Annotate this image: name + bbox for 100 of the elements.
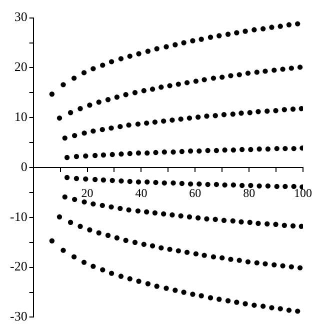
point <box>127 276 132 282</box>
point <box>280 66 286 72</box>
point <box>135 208 141 214</box>
point <box>60 248 66 253</box>
point <box>153 150 158 156</box>
point <box>150 86 156 92</box>
point <box>297 265 303 270</box>
point <box>262 261 268 266</box>
point <box>126 207 132 213</box>
point <box>181 40 186 46</box>
point <box>188 181 194 187</box>
point <box>78 224 83 229</box>
point <box>144 179 150 185</box>
point <box>256 220 261 226</box>
point <box>278 24 283 29</box>
point <box>222 147 228 153</box>
point <box>230 147 236 153</box>
x-tick-label: 60 <box>189 186 202 200</box>
point <box>82 130 87 136</box>
point <box>210 254 216 260</box>
point <box>238 110 244 116</box>
point <box>92 152 98 158</box>
point <box>214 182 220 188</box>
point <box>160 211 166 217</box>
point <box>158 245 164 250</box>
point <box>221 112 227 118</box>
point <box>198 293 204 298</box>
point <box>118 274 124 279</box>
point <box>286 308 292 313</box>
point <box>135 121 141 127</box>
point <box>204 114 210 119</box>
point <box>127 54 132 59</box>
point <box>78 106 83 112</box>
point <box>114 235 120 240</box>
point <box>298 106 303 112</box>
point <box>90 201 96 207</box>
point <box>184 80 190 86</box>
point <box>188 148 194 154</box>
point <box>127 150 132 156</box>
point <box>144 120 150 126</box>
point <box>236 72 242 78</box>
x-tick-label: 80 <box>243 186 256 200</box>
point <box>179 148 185 154</box>
point <box>295 308 300 314</box>
point <box>158 84 164 90</box>
point <box>239 182 245 188</box>
point <box>83 153 88 159</box>
point <box>167 246 172 252</box>
point <box>127 178 132 184</box>
point <box>220 74 225 80</box>
point <box>254 260 260 266</box>
point <box>108 59 114 64</box>
point <box>196 215 201 220</box>
point <box>68 110 74 116</box>
point <box>288 66 294 71</box>
point <box>96 100 102 105</box>
point <box>167 83 172 88</box>
point <box>286 22 292 28</box>
point <box>298 224 303 229</box>
point <box>72 132 78 138</box>
point <box>291 146 296 152</box>
point <box>136 278 142 284</box>
point <box>252 27 257 32</box>
point <box>160 118 166 124</box>
point <box>62 194 68 200</box>
y-tick-label: -20 <box>10 258 28 274</box>
y-tick-label: -10 <box>10 208 28 224</box>
point <box>110 178 115 184</box>
point <box>247 220 252 225</box>
point <box>81 260 87 265</box>
point <box>123 238 128 243</box>
point <box>291 184 296 190</box>
point <box>108 204 114 210</box>
point <box>256 109 261 114</box>
point <box>56 116 62 121</box>
point <box>100 126 105 132</box>
point <box>273 108 278 114</box>
point <box>196 114 201 120</box>
point <box>198 36 204 42</box>
point <box>81 70 87 76</box>
point <box>221 218 227 223</box>
point <box>178 213 184 219</box>
point <box>176 248 182 254</box>
point <box>170 180 176 186</box>
point <box>170 117 175 123</box>
point <box>225 32 231 37</box>
point <box>204 216 210 222</box>
point <box>262 68 268 74</box>
point <box>64 174 70 180</box>
point <box>186 214 192 220</box>
point <box>288 264 294 270</box>
point <box>184 250 190 255</box>
point <box>145 281 151 286</box>
point <box>100 177 106 183</box>
point <box>110 152 115 158</box>
point <box>114 94 120 100</box>
point <box>297 64 303 70</box>
point <box>264 221 270 226</box>
point <box>108 125 114 131</box>
point <box>100 267 106 272</box>
